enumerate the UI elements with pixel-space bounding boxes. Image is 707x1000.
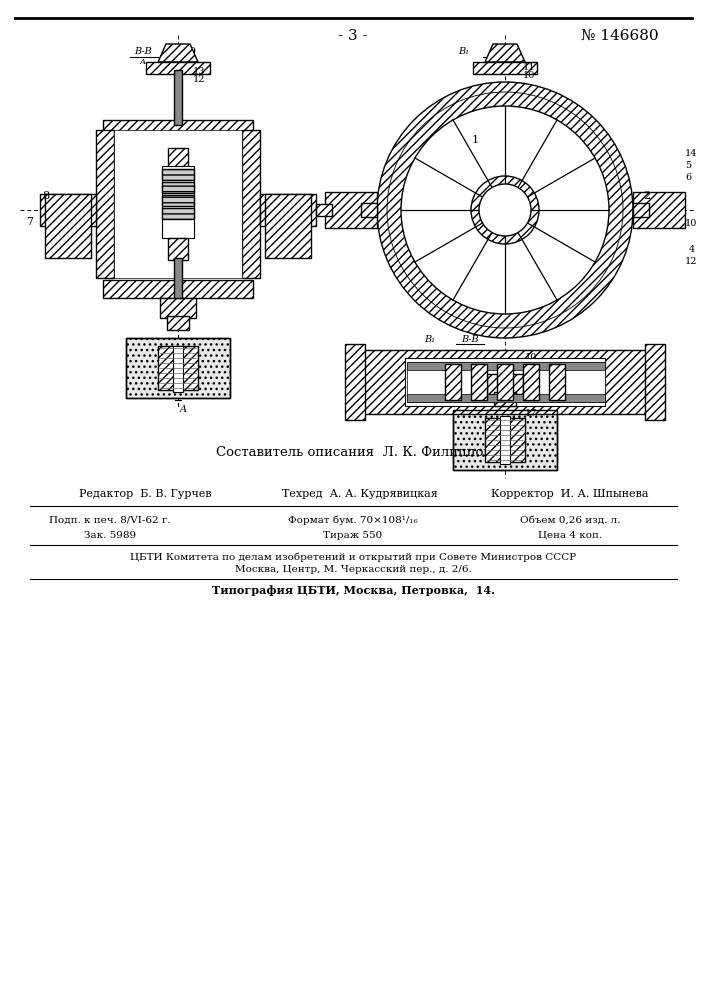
Bar bbox=[173, 346, 183, 392]
Bar bbox=[453, 410, 557, 470]
Bar bbox=[146, 62, 210, 74]
Bar bbox=[162, 195, 194, 206]
Bar bbox=[168, 238, 188, 260]
Bar bbox=[162, 208, 194, 219]
Bar bbox=[45, 194, 91, 258]
Bar bbox=[633, 203, 649, 217]
Text: B₁: B₁ bbox=[424, 336, 436, 344]
Text: 2: 2 bbox=[643, 191, 650, 201]
Bar bbox=[549, 364, 565, 400]
Text: Техред  А. А. Кудрявицкая: Техред А. А. Кудрявицкая bbox=[282, 489, 438, 499]
Text: ЦБТИ Комитета по делам изобретений и открытий при Совете Министров СССР: ЦБТИ Комитета по делам изобретений и отк… bbox=[130, 552, 576, 562]
Circle shape bbox=[377, 82, 633, 338]
Bar bbox=[633, 192, 685, 228]
Text: 14: 14 bbox=[685, 149, 698, 158]
Bar bbox=[40, 194, 96, 226]
Bar bbox=[174, 70, 182, 125]
Bar bbox=[407, 362, 605, 370]
Text: 7: 7 bbox=[26, 217, 33, 227]
Text: Цена 4 коп.: Цена 4 коп. bbox=[538, 530, 602, 540]
Text: B-B: B-B bbox=[134, 47, 152, 56]
Bar bbox=[485, 418, 525, 462]
Bar bbox=[103, 120, 253, 138]
Bar bbox=[162, 169, 194, 180]
Bar bbox=[162, 166, 194, 238]
Text: Тираж 550: Тираж 550 bbox=[323, 530, 382, 540]
Text: A: A bbox=[180, 405, 187, 414]
Circle shape bbox=[471, 176, 539, 244]
Text: № 146680: № 146680 bbox=[581, 29, 659, 43]
Text: Объем 0,26 изд. л.: Объем 0,26 изд. л. bbox=[520, 516, 620, 524]
Text: 13: 13 bbox=[193, 68, 206, 77]
Text: Формат бум. 70×108¹/₁₆: Формат бум. 70×108¹/₁₆ bbox=[288, 515, 418, 525]
Bar bbox=[430, 358, 580, 376]
Bar bbox=[361, 203, 377, 217]
Text: 1: 1 bbox=[472, 135, 479, 145]
Circle shape bbox=[479, 184, 531, 236]
Text: Корректор  И. А. Шпынева: Корректор И. А. Шпынева bbox=[491, 489, 649, 499]
Bar bbox=[114, 130, 242, 278]
Bar bbox=[160, 298, 196, 318]
Bar bbox=[453, 410, 557, 470]
Text: A-A: A-A bbox=[489, 47, 506, 56]
Text: 8: 8 bbox=[42, 191, 49, 201]
Text: Подп. к печ. 8/VI-62 г.: Подп. к печ. 8/VI-62 г. bbox=[49, 516, 171, 524]
Bar bbox=[162, 182, 194, 193]
Bar bbox=[316, 204, 332, 216]
Text: 9: 9 bbox=[188, 47, 195, 57]
Bar bbox=[242, 130, 260, 278]
Text: A: A bbox=[140, 58, 146, 66]
Bar bbox=[126, 338, 230, 398]
Polygon shape bbox=[485, 44, 525, 62]
Bar bbox=[126, 338, 230, 398]
Text: 10: 10 bbox=[685, 220, 697, 229]
Text: Москва, Центр, М. Черкасский пер., д. 2/6.: Москва, Центр, М. Черкасский пер., д. 2/… bbox=[235, 566, 472, 574]
Bar bbox=[494, 392, 516, 406]
Bar bbox=[265, 194, 311, 258]
Text: 16: 16 bbox=[525, 397, 537, 406]
Bar bbox=[430, 120, 580, 138]
Bar bbox=[167, 316, 189, 330]
Text: 11: 11 bbox=[523, 62, 535, 72]
Text: Типография ЦБТИ, Москва, Петровка,  14.: Типография ЦБТИ, Москва, Петровка, 14. bbox=[211, 584, 494, 595]
Circle shape bbox=[401, 106, 609, 314]
Bar bbox=[360, 350, 650, 414]
Polygon shape bbox=[158, 44, 198, 62]
Bar bbox=[407, 362, 605, 402]
Text: 12: 12 bbox=[685, 257, 698, 266]
Text: - 3 -: - 3 - bbox=[338, 29, 368, 43]
Bar bbox=[325, 192, 377, 228]
Bar bbox=[158, 346, 198, 390]
Text: B-B: B-B bbox=[461, 336, 479, 344]
Bar bbox=[445, 364, 461, 400]
Text: Зак. 5989: Зак. 5989 bbox=[84, 530, 136, 540]
Text: 10: 10 bbox=[523, 72, 535, 81]
Bar bbox=[407, 394, 605, 402]
Bar bbox=[523, 364, 539, 400]
Text: 12: 12 bbox=[193, 76, 206, 85]
Bar bbox=[473, 62, 537, 74]
Bar bbox=[260, 194, 316, 226]
Bar bbox=[645, 344, 665, 420]
Bar bbox=[471, 364, 487, 400]
Text: 10: 10 bbox=[525, 354, 537, 362]
Bar bbox=[500, 416, 510, 464]
Text: 17: 17 bbox=[525, 410, 537, 418]
Bar bbox=[345, 344, 365, 420]
Bar bbox=[96, 130, 114, 278]
Bar bbox=[405, 358, 605, 406]
Bar bbox=[103, 280, 253, 298]
Text: Составитель описания  Л. К. Филиппов: Составитель описания Л. К. Филиппов bbox=[216, 446, 491, 458]
Bar bbox=[174, 258, 182, 298]
Text: 6: 6 bbox=[685, 174, 691, 182]
Bar bbox=[497, 364, 513, 400]
Text: B₁: B₁ bbox=[459, 47, 469, 56]
Text: 15: 15 bbox=[525, 385, 537, 394]
Text: 3: 3 bbox=[525, 367, 532, 377]
Text: Редактор  Б. В. Гурчев: Редактор Б. В. Гурчев bbox=[78, 489, 211, 499]
Bar bbox=[487, 374, 523, 394]
Text: 5: 5 bbox=[685, 161, 691, 170]
Text: 4: 4 bbox=[689, 245, 695, 254]
Bar bbox=[168, 148, 188, 168]
